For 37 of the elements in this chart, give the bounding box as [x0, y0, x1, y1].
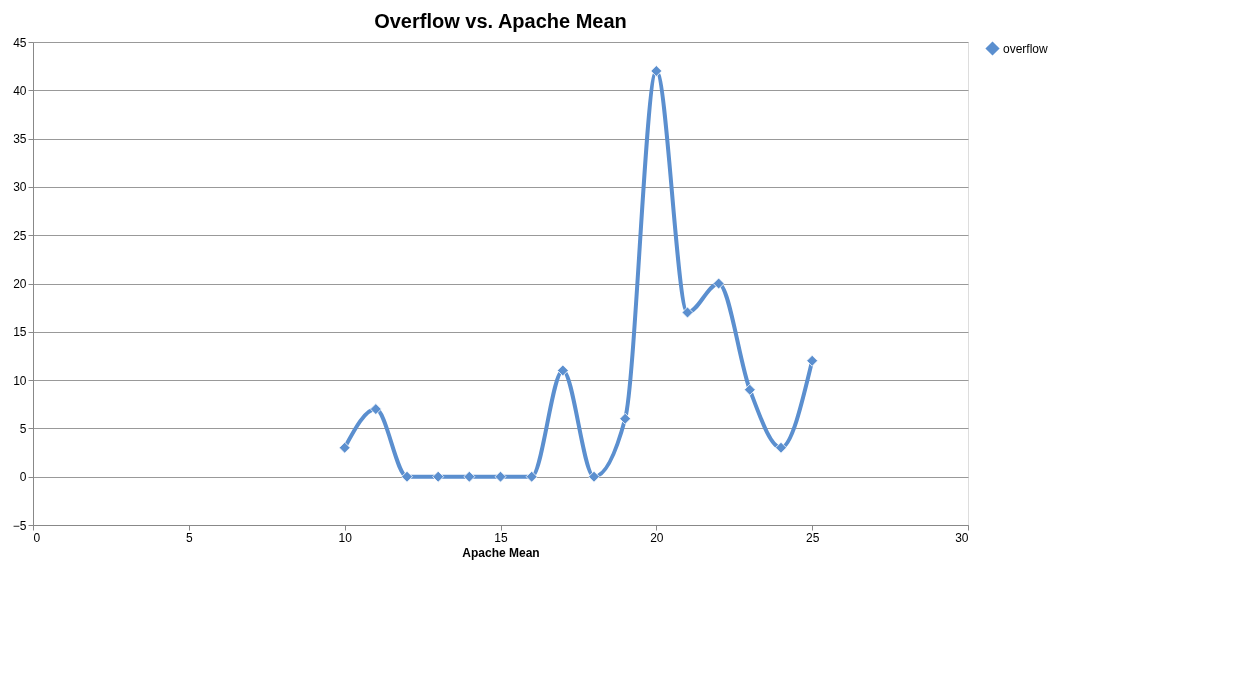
- x-tick-label: 30: [955, 530, 969, 545]
- y-tick-label: 25: [13, 228, 27, 243]
- point: [463, 470, 476, 483]
- legend-label: overflow: [1003, 41, 1049, 56]
- point: [338, 441, 351, 454]
- point: [743, 383, 756, 396]
- x-tick-label: 10: [338, 530, 353, 545]
- y-tick-label: 0: [19, 470, 27, 485]
- y-tick-label: 30: [13, 180, 27, 195]
- point: [401, 470, 413, 483]
- x-tick-label: 15: [494, 530, 508, 545]
- y-tick-label: 35: [13, 132, 27, 147]
- x-tick-label: 0: [33, 530, 41, 545]
- point: [588, 470, 600, 483]
- point: [712, 277, 725, 290]
- point: [494, 470, 507, 483]
- x-axis-title: Apache Mean: [462, 545, 540, 560]
- chart-title: Overflow vs. Apache Mean: [374, 10, 627, 32]
- point: [525, 470, 538, 483]
- point: [650, 65, 663, 77]
- point: [619, 412, 632, 425]
- x-tick-label: 25: [805, 530, 820, 545]
- point: [369, 403, 382, 415]
- y-tick-label: 5: [19, 421, 27, 436]
- point: [806, 354, 819, 367]
- x-tick-label: 20: [650, 530, 664, 545]
- point: [432, 470, 445, 483]
- y-tick-label: 40: [13, 83, 27, 98]
- y-tick-label: 45: [13, 35, 27, 50]
- point: [681, 306, 694, 319]
- x-tick-label: 5: [185, 530, 193, 545]
- y-tick-label: 10: [13, 373, 27, 388]
- y-tick-label: −5: [12, 518, 27, 533]
- point: [556, 364, 569, 377]
- point: [775, 441, 787, 454]
- y-tick-label: 15: [13, 325, 27, 340]
- y-tick-label: 20: [13, 277, 27, 291]
